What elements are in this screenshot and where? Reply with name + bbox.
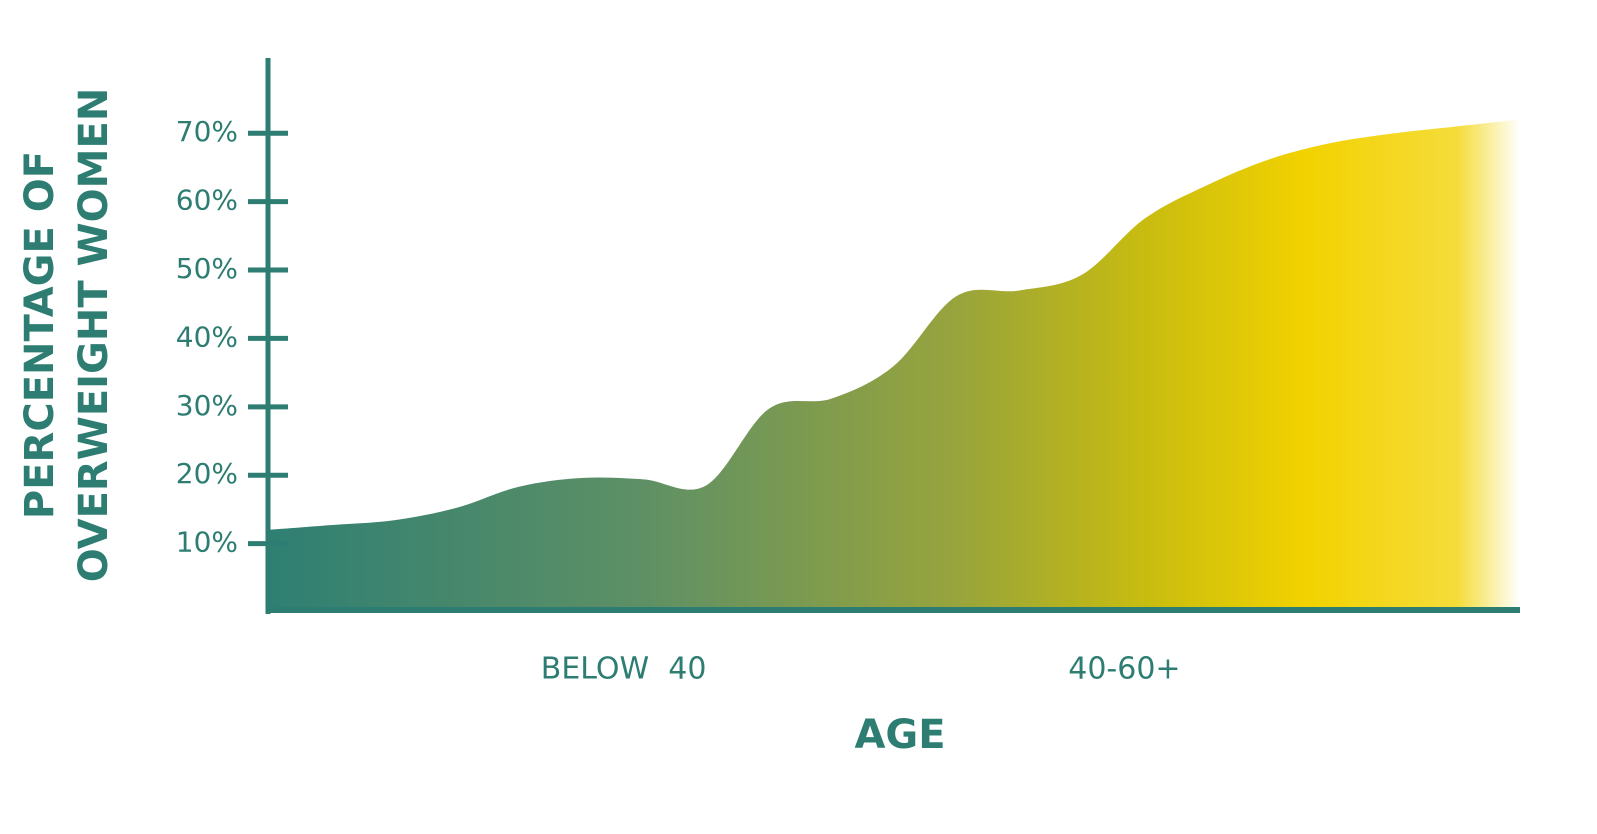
y-axis-title-line: OVERWEIGHT WOMEN [71, 88, 117, 583]
y-axis-title-line: PERCENTAGE OF [17, 151, 63, 519]
y-tick-label: 30% [176, 389, 238, 422]
x-tick-label: BELOW 40 [541, 652, 707, 687]
x-axis-title: AGE [854, 712, 945, 758]
y-tick-label: 60% [176, 184, 238, 217]
y-axis-title: PERCENTAGE OF OVERWEIGHT WOMEN [17, 88, 117, 583]
y-tick-label: 50% [176, 252, 238, 285]
y-tick-label: 20% [176, 457, 238, 490]
area [268, 119, 1520, 613]
x-tick-label: 40-60+ [1068, 652, 1180, 687]
y-tick-label: 40% [176, 320, 238, 353]
y-tick-label: 70% [176, 115, 238, 148]
y-tick-label: 10% [176, 526, 238, 559]
